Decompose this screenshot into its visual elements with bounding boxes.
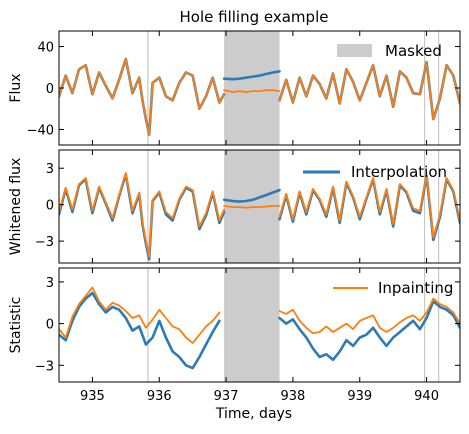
y-axis-label: Whitened flux	[8, 158, 24, 256]
y-tick-label: 3	[46, 276, 54, 291]
panel-frame	[58, 267, 461, 383]
series-line-inpainting	[278, 61, 460, 120]
series-line-inpainting	[59, 286, 221, 345]
x-tick-label: 935	[80, 389, 105, 404]
chart-title: Hole filling example	[180, 8, 329, 26]
plot-area	[59, 31, 460, 145]
legend-inpainting-label: Inpainting	[378, 279, 453, 297]
y-tick-label: 3	[46, 162, 54, 177]
x-tick-label: 936	[147, 389, 172, 404]
series-line-interpolation	[278, 300, 460, 362]
plot-area	[59, 150, 460, 263]
y-tick-label: 40	[37, 41, 54, 56]
legend-masked-swatch	[337, 44, 372, 57]
series-line-inpainting	[59, 58, 226, 136]
masked-region	[224, 268, 280, 382]
panel-3: −3 0 3 Statistic Inpainting	[8, 267, 461, 383]
y-tick-label: 0	[46, 318, 54, 333]
masked-region	[224, 31, 280, 145]
y-axis-label: Statistic	[8, 297, 24, 354]
panel-2: −3 0 3 Whitened flux Interpolation	[8, 149, 461, 264]
legend-masked-label: Masked	[385, 42, 442, 60]
x-tick-label: 940	[414, 389, 439, 404]
legend-interpolation-label: Interpolation	[351, 163, 447, 181]
series-line-interpolation	[59, 291, 221, 370]
panel-1: −40 0 40 Flux Masked	[8, 30, 461, 146]
y-tick-label: −3	[35, 359, 54, 374]
x-tick-label: 938	[281, 389, 306, 404]
series-line-inpainting	[223, 204, 281, 209]
series-line-interpolation	[222, 70, 281, 81]
y-axis-label: Flux	[8, 73, 24, 102]
series-line-inpainting	[278, 173, 460, 239]
y-tick-label: −3	[35, 235, 54, 250]
y-tick-label: −40	[27, 123, 54, 138]
series-line-interpolation	[222, 188, 281, 203]
panel-frame	[58, 149, 461, 264]
x-tick-label: 939	[347, 389, 372, 404]
x-axis-label: Time, days	[215, 406, 292, 422]
series-line-inpainting	[223, 89, 281, 93]
plot-area	[59, 268, 460, 382]
y-tick-label: 0	[46, 199, 54, 214]
y-tick-label: 0	[46, 82, 54, 97]
panels: −40 0 40 Flux Masked −3 0 3 Whitened flux Interpo…	[8, 30, 461, 404]
series-line-inpainting	[59, 172, 226, 258]
x-tick-label: 937	[214, 389, 239, 404]
series-line-inpainting	[278, 297, 460, 335]
